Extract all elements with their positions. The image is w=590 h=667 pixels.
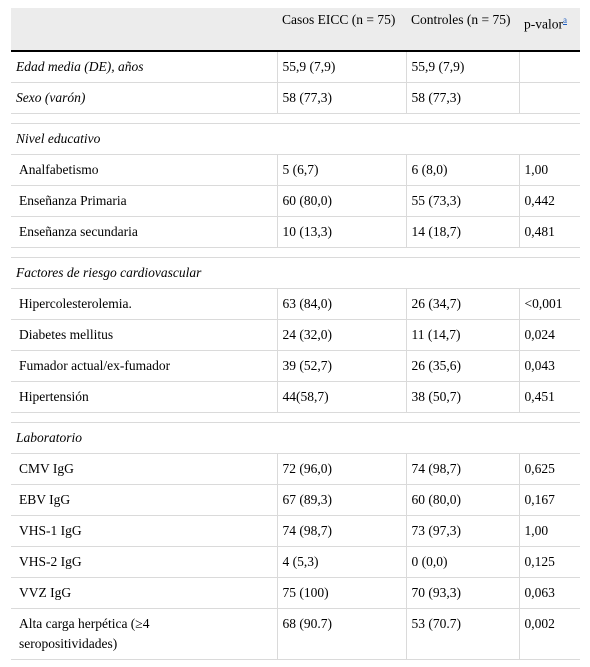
cell-p-valor: 0,481 [518,216,580,248]
table-row: VHS-2 IgG 4 (5,3) 0 (0,0) 0,125 [11,546,580,578]
cell-p-valor: 0,063 [518,577,580,609]
row-label: Hipertensión [11,381,277,413]
header-empty-cell [11,8,277,51]
table-row: CMV IgG 72 (96,0) 74 (98,7) 0,625 [11,453,580,485]
row-label: Hipercolesterolemia. [11,288,277,320]
cell-controles: 26 (34,7) [405,288,519,320]
cell-controles: 55 (73,3) [405,185,519,217]
cell-casos: 63 (84,0) [276,288,406,320]
cell-casos: 68 (90.7) [276,608,406,660]
cell-controles: 0 (0,0) [405,546,519,578]
cell-controles: 74 (98,7) [405,453,519,485]
cell-p-valor: 0,167 [518,484,580,516]
row-label: Alta carga herpética (≥4 seropositividad… [11,608,277,660]
table-row: Edad media (DE), años 55,9 (7,9) 55,9 (7… [11,51,580,83]
cell-p-valor: 0,024 [518,319,580,351]
cell-p-valor: 0,625 [518,453,580,485]
cell-controles: 26 (35,6) [405,350,519,382]
cell-p-valor: 1,00 [518,515,580,547]
row-label: Enseñanza secundaria [11,216,277,248]
table-row: Alta carga herpética (≥4 seropositividad… [11,608,580,660]
header-row: Casos EICC (n = 75) Controles (n = 75) p… [11,8,580,51]
section-label: Nivel educativo [11,123,580,155]
row-label: EBV IgG [11,484,277,516]
row-separator [11,113,580,124]
cell-casos: 67 (89,3) [276,484,406,516]
table-row: EBV IgG 67 (89,3) 60 (80,0) 0,167 [11,484,580,516]
cell-p-valor: 0,043 [518,350,580,382]
row-label: Diabetes mellitus [11,319,277,351]
cell-p-valor [518,82,580,114]
cell-p-valor: 0,442 [518,185,580,217]
cell-casos: 4 (5,3) [276,546,406,578]
section-row: Nivel educativo [11,123,580,155]
row-label: VVZ IgG [11,577,277,609]
table-row: VVZ IgG 75 (100) 70 (93,3) 0,063 [11,577,580,609]
table-row: Enseñanza Primaria 60 (80,0) 55 (73,3) 0… [11,185,580,217]
row-label: Sexo (varón) [11,82,277,114]
table-row: Sexo (varón) 58 (77,3) 58 (77,3) [11,82,580,114]
row-separator [11,247,580,258]
cell-controles: 58 (77,3) [405,82,519,114]
cell-casos: 75 (100) [276,577,406,609]
section-row: Laboratorio [11,422,580,454]
cell-p-valor: 0,002 [518,608,580,660]
cell-controles: 53 (70.7) [405,608,519,660]
cell-controles: 70 (93,3) [405,577,519,609]
cell-casos: 5 (6,7) [276,154,406,186]
row-label: VHS-2 IgG [11,546,277,578]
footnote-marker: a [563,14,567,26]
cell-casos: 44(58,7) [276,381,406,413]
cell-p-valor: 1,00 [518,154,580,186]
table-row: Analfabetismo 5 (6,7) 6 (8,0) 1,00 [11,154,580,186]
table-row: Diabetes mellitus 24 (32,0) 11 (14,7) 0,… [11,319,580,351]
cell-casos: 72 (96,0) [276,453,406,485]
cell-p-valor: 0,451 [518,381,580,413]
cell-casos: 55,9 (7,9) [276,51,406,83]
cell-p-valor: <0,001 [518,288,580,320]
table-row: Enseñanza secundaria 10 (13,3) 14 (18,7)… [11,216,580,248]
row-label: Analfabetismo [11,154,277,186]
row-label: Fumador actual/ex-fumador [11,350,277,382]
cell-controles: 6 (8,0) [405,154,519,186]
section-row: Factores de riesgo cardiovascular [11,257,580,289]
cell-controles: 11 (14,7) [405,319,519,351]
row-label: VHS-1 IgG [11,515,277,547]
cell-controles: 38 (50,7) [405,381,519,413]
header-p-valor-label: p-valor [524,16,563,32]
header-controles: Controles (n = 75) [406,8,519,51]
section-label: Laboratorio [11,422,580,454]
cell-casos: 58 (77,3) [276,82,406,114]
cell-controles: 55,9 (7,9) [405,51,519,83]
cell-controles: 14 (18,7) [405,216,519,248]
header-p-valor: p-valora [519,8,580,51]
data-table: Casos EICC (n = 75) Controles (n = 75) p… [11,8,580,660]
cell-casos: 10 (13,3) [276,216,406,248]
cell-casos: 24 (32,0) [276,319,406,351]
row-label: Edad media (DE), años [11,51,277,83]
cell-controles: 73 (97,3) [405,515,519,547]
footnote-link[interactable]: a [562,15,567,25]
row-separator [11,412,580,423]
cell-p-valor [518,51,580,83]
cell-casos: 74 (98,7) [276,515,406,547]
table-row: VHS-1 IgG 74 (98,7) 73 (97,3) 1,00 [11,515,580,547]
section-label: Factores de riesgo cardiovascular [11,257,580,289]
table-body: Edad media (DE), años 55,9 (7,9) 55,9 (7… [11,51,580,660]
table-row: Fumador actual/ex-fumador 39 (52,7) 26 (… [11,350,580,382]
header-casos: Casos EICC (n = 75) [277,8,406,51]
cell-casos: 39 (52,7) [276,350,406,382]
cell-p-valor: 0,125 [518,546,580,578]
table-row: Hipercolesterolemia. 63 (84,0) 26 (34,7)… [11,288,580,320]
cell-controles: 60 (80,0) [405,484,519,516]
cell-casos: 60 (80,0) [276,185,406,217]
table-row: Hipertensión 44(58,7) 38 (50,7) 0,451 [11,381,580,413]
row-label: CMV IgG [11,453,277,485]
row-label: Enseñanza Primaria [11,185,277,217]
table-header: Casos EICC (n = 75) Controles (n = 75) p… [11,8,580,51]
